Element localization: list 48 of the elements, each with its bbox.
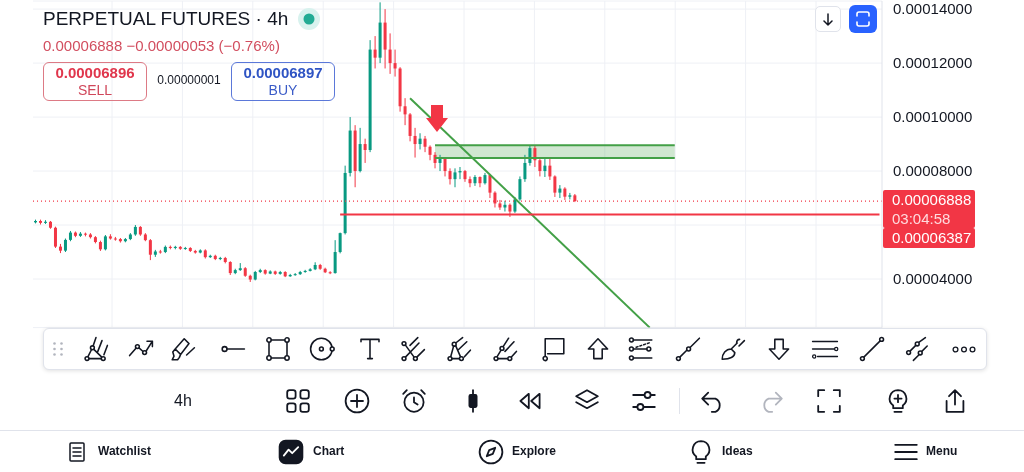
- candlestick: [393, 49, 397, 78]
- text: 03:04:58: [892, 209, 951, 227]
- candlestick: [518, 175, 522, 202]
- candlestick: [548, 157, 552, 181]
- candlestick: [523, 154, 527, 183]
- candlestick: [448, 167, 452, 186]
- candlestick: [453, 167, 457, 188]
- annotation: 0.00000001: [157, 73, 221, 88]
- candlestick: [478, 175, 482, 188]
- candlestick: [553, 174, 557, 198]
- candlestick: [423, 135, 427, 153]
- text: 0.00006888 −0.00000053 (−0.76%): [43, 37, 280, 54]
- annotation: SELL: [77, 81, 113, 98]
- candlestick: [403, 97, 407, 126]
- candlestick: [148, 238, 152, 261]
- candlestick: [543, 158, 547, 178]
- candlestick: [468, 175, 472, 188]
- y-tick-label: 0.00014000: [893, 0, 973, 18]
- text: 0.00006387: [892, 228, 972, 246]
- candlestick: [438, 154, 442, 172]
- candlestick: [413, 127, 417, 159]
- ref-line-label: 0.00006888: [892, 191, 972, 209]
- candlestick: [418, 132, 422, 150]
- candlestick: [363, 138, 367, 164]
- candlestick: [568, 192, 572, 200]
- candlestick: [473, 174, 477, 187]
- candlestick: [388, 32, 392, 75]
- candlestick: [53, 226, 57, 249]
- candlestick: [428, 144, 432, 161]
- y-tick-label: 0.00004000: [893, 270, 973, 288]
- y-tick-label: 0.00008000: [893, 162, 973, 180]
- text: Watchlist: [98, 444, 151, 459]
- candlestick: [538, 157, 542, 177]
- y-tick-label: 0.00012000: [893, 54, 973, 72]
- chart-title: PERPETUAL FUTURES · 4h: [43, 8, 289, 29]
- text: Ideas: [722, 444, 753, 459]
- candlestick: [373, 35, 377, 69]
- y-tick-label: 0.00010000: [893, 108, 973, 126]
- annotation: 0.00006896: [55, 64, 135, 82]
- candlestick: [558, 184, 562, 199]
- candlestick: [408, 112, 412, 142]
- text: 4h: [174, 391, 192, 409]
- annotation: BUY: [268, 81, 298, 98]
- annotation: 0.00006897: [243, 64, 323, 82]
- candlestick: [333, 239, 337, 275]
- text: Explore: [512, 444, 557, 459]
- text: Menu: [926, 444, 958, 459]
- text: Chart: [313, 444, 345, 459]
